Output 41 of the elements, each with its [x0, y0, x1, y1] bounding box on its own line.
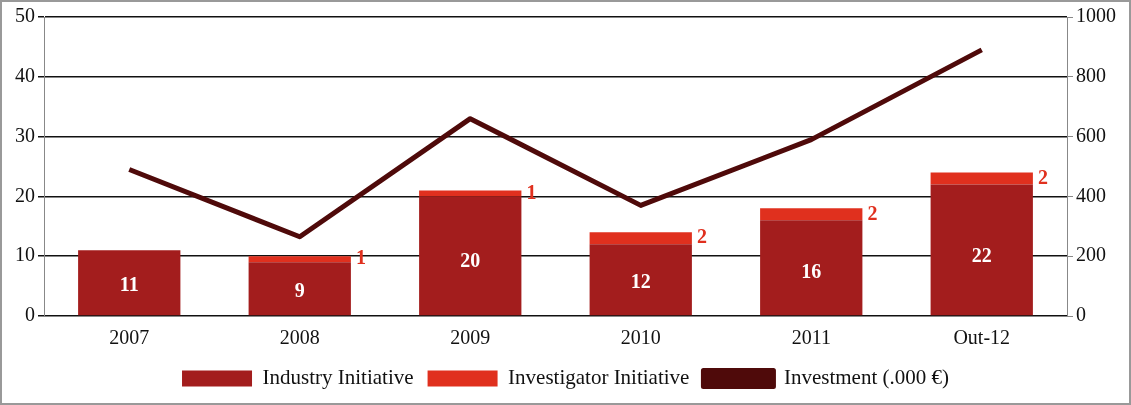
y2-tick-label: 800 [1076, 64, 1106, 87]
y-tick-label: 0 [25, 303, 35, 326]
bar [589, 232, 692, 245]
x-tick-label: 2007 [109, 326, 150, 349]
y2-tick-label: 400 [1076, 183, 1106, 206]
data-label: 2 [1037, 165, 1048, 188]
data-label: 12 [630, 270, 651, 293]
data-label: 2 [696, 225, 707, 248]
x-tick-label: 2010 [620, 326, 661, 349]
bar [78, 250, 181, 316]
y2-tick-label: 600 [1076, 123, 1106, 146]
legend-label: Investment (.000 €) [783, 365, 949, 390]
bar [248, 262, 351, 316]
bar [419, 190, 522, 197]
x-tick-label: Out-12 [953, 326, 1011, 349]
data-label: 16 [801, 259, 822, 282]
y2-tick-label: 200 [1076, 243, 1106, 266]
bar [930, 184, 1033, 316]
bar [760, 208, 863, 221]
bar [930, 172, 1033, 185]
x-tick-label: 2008 [279, 326, 320, 349]
bar [248, 256, 351, 263]
y-tick-label: 30 [15, 123, 35, 146]
x-tick-label: 2011 [791, 326, 831, 349]
data-label: 20 [460, 248, 481, 271]
legend-label: Investigator Initiative [508, 365, 690, 390]
data-label: 2 [867, 201, 878, 224]
y2-tick-label: 0 [1076, 303, 1086, 326]
y2-tick-label: 1000 [1076, 4, 1116, 27]
y-tick-label: 40 [15, 64, 35, 87]
data-label: 11 [119, 273, 139, 296]
y-tick-label: 20 [15, 183, 35, 206]
legend-label: Industry Initiative [262, 365, 414, 390]
x-tick-label: 2009 [450, 326, 491, 349]
bar [589, 244, 692, 316]
bar [419, 196, 522, 316]
y-tick-label: 50 [15, 4, 35, 27]
data-label: 9 [294, 278, 305, 301]
data-label: 22 [971, 243, 992, 266]
y-tick-label: 10 [15, 243, 35, 266]
bar [760, 220, 863, 316]
